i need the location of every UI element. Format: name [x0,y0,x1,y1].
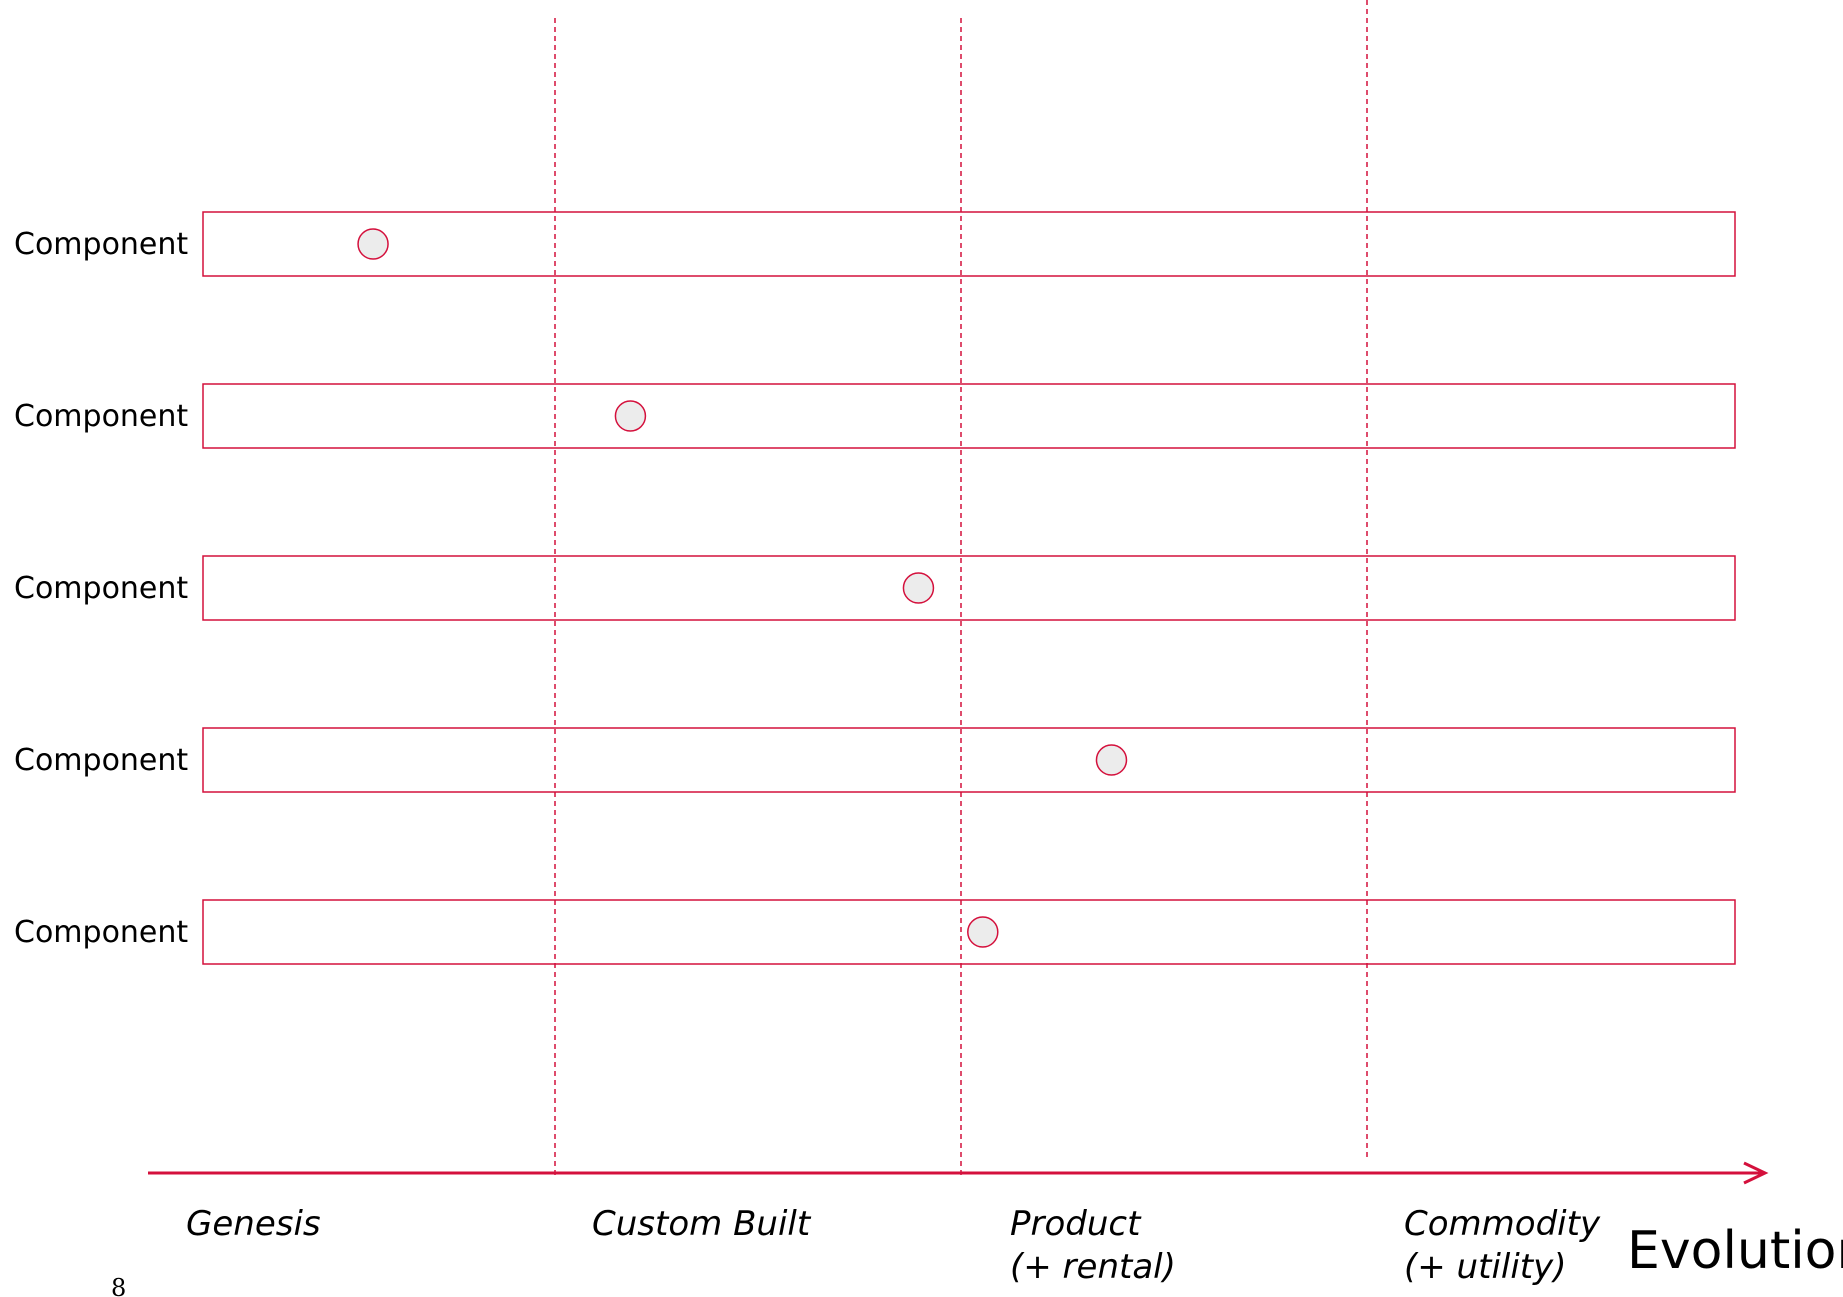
stage-label-commodity: Commodity (+ utility) [1404,1204,1611,1287]
component-label: Component [14,399,188,434]
component-row: Component [14,555,1736,621]
axis-label-evolution: Evolution [1627,1221,1843,1281]
component-row: Component [14,211,1736,277]
component-marker[interactable] [902,572,935,604]
page-number: 8 [111,1274,126,1297]
component-label: Component [14,227,188,262]
component-track [202,383,1736,449]
component-marker[interactable] [614,400,647,432]
stage-label-product-line2: (+ rental) [1010,1247,1176,1287]
stage-label-commodity-line1: Commodity [1404,1204,1601,1244]
component-marker[interactable] [967,916,999,948]
component-label: Component [14,915,188,950]
component-track [202,727,1736,793]
evolution-axis-arrowhead-icon [1743,1161,1769,1185]
component-row: Component [14,899,1736,965]
component-track [202,211,1736,277]
component-track [202,555,1736,621]
component-row: Component [14,383,1736,449]
component-marker[interactable] [357,228,389,260]
component-marker[interactable] [1095,744,1128,776]
stage-label-commodity-line2: (+ utility) [1404,1247,1567,1287]
stage-label-genesis: Genesis [186,1204,321,1244]
component-track [202,899,1736,965]
stage-label-product-line1: Product [1010,1204,1142,1244]
component-row: Component [14,727,1736,793]
stage-label-product: Product (+ rental) [1010,1204,1176,1287]
component-label: Component [14,743,188,778]
component-label: Component [14,571,188,606]
stage-label-custom-built: Custom Built [592,1204,812,1244]
